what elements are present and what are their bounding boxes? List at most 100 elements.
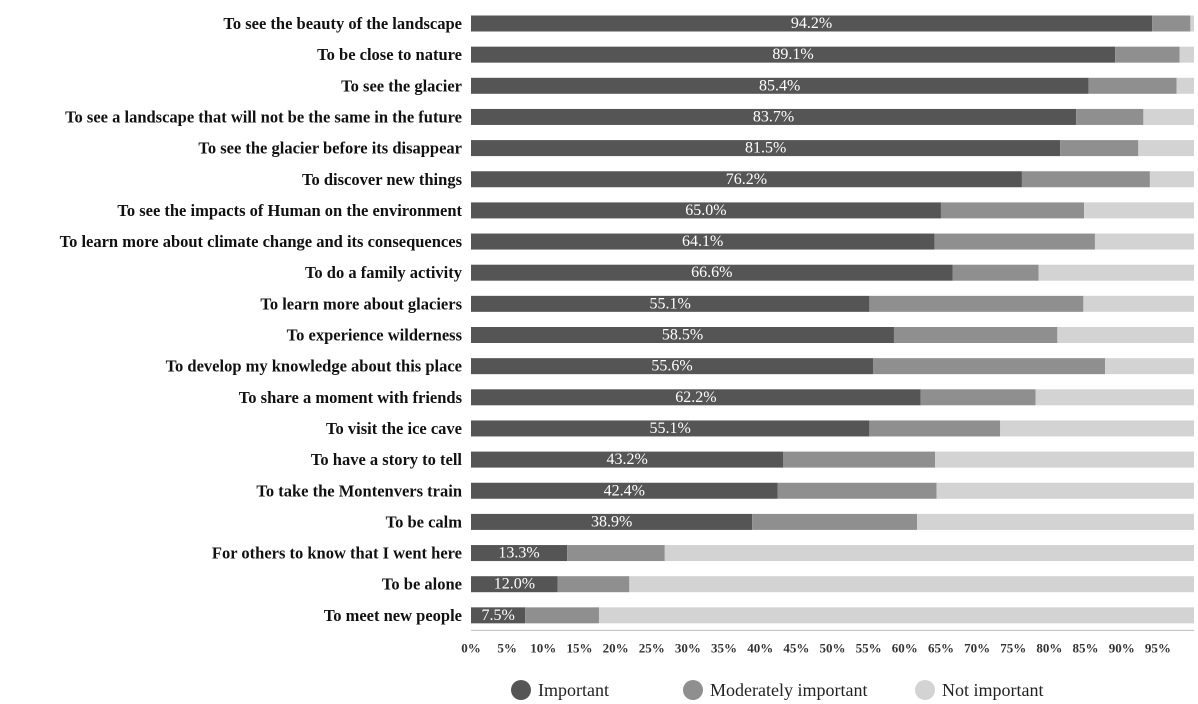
category-label: To share a moment with friends — [239, 388, 463, 407]
bar-segment-1 — [557, 576, 630, 593]
bar-segment-1 — [952, 264, 1039, 281]
bar-segment-0 — [471, 233, 935, 250]
bar-segment-0 — [471, 202, 941, 219]
bar-segment-0 — [471, 576, 558, 593]
x-tick-label: 55% — [856, 641, 882, 656]
bar-segment-1 — [783, 451, 936, 468]
bar-segment-2 — [1094, 233, 1194, 250]
bar-segment-1 — [1115, 46, 1180, 63]
bar-segment-2 — [1176, 77, 1194, 94]
data-label: 7.5% — [481, 607, 514, 624]
bar-segment-0 — [471, 108, 1077, 125]
x-tick-label: 75% — [1000, 641, 1026, 656]
category-label: To be alone — [382, 575, 462, 594]
bar-segment-2 — [664, 545, 1194, 562]
bar-segment-2 — [1035, 389, 1194, 406]
category-label: To see the glacier before its disappear — [198, 139, 462, 158]
bar-segment-2 — [1057, 327, 1194, 343]
data-label: 13.3% — [498, 545, 539, 562]
data-label: 38.9% — [591, 513, 632, 530]
category-label: To take the Montenvers train — [256, 481, 462, 500]
data-label: 42.4% — [604, 482, 645, 499]
x-tick-label: 70% — [964, 641, 990, 656]
category-label: To see the beauty of the landscape — [223, 14, 462, 33]
legend-marker — [511, 680, 531, 700]
category-label: To see the glacier — [341, 76, 462, 95]
x-tick-label: 65% — [928, 641, 954, 656]
legend-label: Important — [538, 680, 609, 700]
bars — [471, 15, 1194, 624]
bar-segment-1 — [1060, 140, 1139, 157]
x-tick-label: 30% — [675, 641, 701, 656]
legend-marker — [683, 680, 703, 700]
data-label: 12.0% — [494, 576, 535, 593]
data-label: 64.1% — [682, 233, 723, 250]
bar-segment-0 — [471, 140, 1061, 157]
bar-segment-2 — [1105, 358, 1194, 375]
data-label: 43.2% — [607, 451, 648, 468]
data-label: 85.4% — [759, 77, 800, 94]
bar-segment-1 — [920, 389, 1036, 406]
bar-segment-1 — [893, 327, 1058, 343]
bar-segment-0 — [471, 482, 778, 499]
legend: Important Moderately important Not importa… — [511, 680, 1044, 700]
category-labels: To see the beauty of the landscape To be … — [60, 14, 463, 625]
x-tick-label: 45% — [783, 641, 809, 656]
data-label: 55.1% — [650, 420, 691, 437]
bar-segment-1 — [934, 233, 1095, 250]
x-tick-label: 60% — [892, 641, 918, 656]
bar-segment-2 — [1038, 264, 1194, 281]
bar-segment-1 — [869, 295, 1084, 312]
category-label: To develop my knowledge about this place — [166, 357, 462, 376]
bar-segment-0 — [471, 420, 870, 437]
bar-segment-0 — [471, 15, 1153, 32]
bar-segment-0 — [471, 607, 526, 624]
bar-segment-0 — [471, 389, 921, 406]
legend-label: Not important — [942, 680, 1044, 700]
category-label: To learn more about glaciers — [260, 294, 462, 313]
category-label: To visit the ice cave — [326, 419, 462, 438]
category-label: To experience wilderness — [287, 326, 463, 345]
data-label: 55.6% — [651, 358, 692, 375]
bar-segment-1 — [1088, 77, 1177, 94]
x-tick-label: 25% — [639, 641, 665, 656]
category-label: To learn more about climate change and i… — [60, 232, 463, 251]
category-label: To have a story to tell — [311, 450, 463, 469]
data-label: 76.2% — [726, 171, 767, 188]
category-label: To discover new things — [302, 170, 463, 189]
legend-label: Moderately important — [710, 680, 867, 700]
bar-segment-1 — [872, 358, 1106, 375]
bar-segment-0 — [471, 264, 953, 281]
bar-segment-1 — [525, 607, 599, 624]
category-label: To do a family activity — [305, 263, 463, 282]
x-tick-label: 20% — [603, 641, 629, 656]
bar-segment-2 — [1138, 140, 1194, 157]
category-label: To see the impacts of Human on the envir… — [117, 201, 462, 220]
x-tick-label: 35% — [711, 641, 737, 656]
bar-segment-2 — [1149, 171, 1194, 188]
x-tick-label: 85% — [1073, 641, 1099, 656]
bar-segment-2 — [935, 451, 1194, 468]
bar-segment-1 — [1021, 171, 1150, 188]
data-label: 65.0% — [685, 202, 726, 219]
bar-segment-1 — [1076, 108, 1144, 125]
bar-segment-1 — [1152, 15, 1191, 32]
bar-segment-0 — [471, 451, 784, 468]
category-label: To meet new people — [324, 606, 462, 625]
category-label: To be close to nature — [317, 45, 462, 64]
bar-segment-2 — [629, 576, 1194, 593]
data-label: 62.2% — [675, 389, 716, 406]
bar-segment-1 — [940, 202, 1085, 219]
bar-segment-2 — [936, 482, 1194, 499]
bar-segment-0 — [471, 46, 1116, 63]
category-label: For others to know that I went here — [212, 544, 462, 563]
bar-segment-1 — [777, 482, 937, 499]
data-label: 89.1% — [772, 46, 813, 63]
bar-segment-0 — [471, 77, 1089, 94]
x-tick-label: 80% — [1036, 641, 1062, 656]
bar-segment-2 — [1084, 202, 1194, 219]
x-tick-label: 0% — [461, 641, 481, 656]
x-tick-label: 50% — [820, 641, 846, 656]
bar-segment-2 — [1190, 15, 1194, 32]
